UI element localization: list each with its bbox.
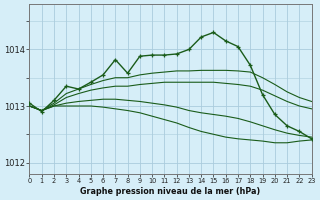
X-axis label: Graphe pression niveau de la mer (hPa): Graphe pression niveau de la mer (hPa) bbox=[80, 187, 261, 196]
